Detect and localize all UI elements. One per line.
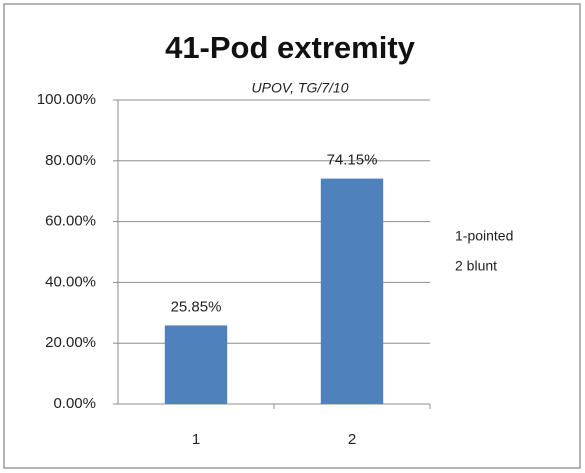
data-label: 74.15% [327, 152, 378, 169]
y-tick-label: 80.00% [45, 152, 96, 169]
bar [164, 325, 228, 404]
chart-subtitle: UPOV, TG/7/10 [252, 80, 349, 96]
y-tick-label: 40.00% [45, 273, 96, 290]
chart-frame [3, 3, 581, 469]
y-tick-label: 20.00% [45, 334, 96, 351]
x-tick-label: 1 [192, 431, 200, 448]
x-tick-label: 2 [348, 431, 356, 448]
annotation: 2 blunt [455, 258, 497, 274]
chart-title: 41-Pod extremity [165, 30, 416, 65]
annotation: 1-pointed [455, 228, 513, 244]
y-tick-label: 60.00% [45, 213, 96, 230]
bar [320, 178, 384, 404]
y-tick-label: 0.00% [53, 395, 96, 412]
data-label: 25.85% [171, 298, 222, 315]
y-tick-label: 100.00% [37, 91, 96, 108]
